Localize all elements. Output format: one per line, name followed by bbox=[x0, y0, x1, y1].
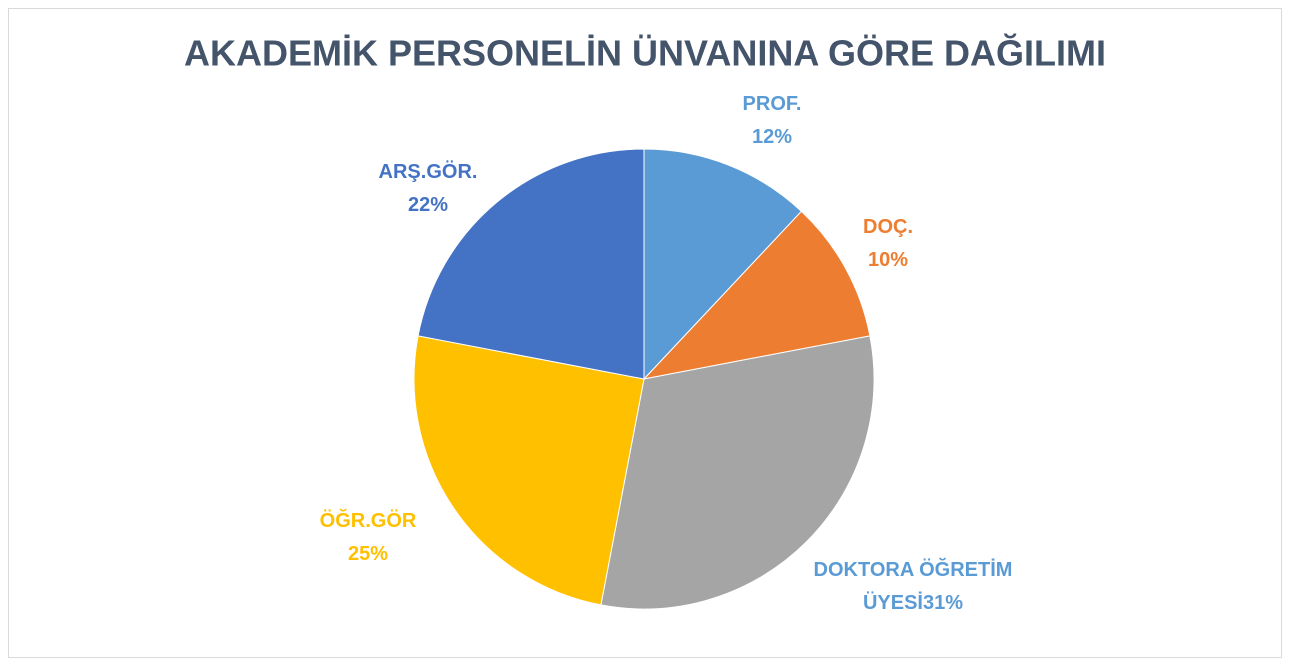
pie-slice bbox=[417, 148, 645, 380]
data-label: ÖĞR.GÖR 25% bbox=[268, 505, 468, 571]
value-label: 31% bbox=[923, 592, 964, 614]
value-label: 25% bbox=[347, 543, 389, 565]
value-label: 22% bbox=[407, 194, 449, 216]
category-label: ÖĞR.GÖR bbox=[319, 510, 417, 532]
category-label: PROF. bbox=[742, 93, 802, 115]
category-label: DOÇ. bbox=[863, 216, 913, 238]
value-label: 10% bbox=[867, 249, 909, 271]
pie-slice bbox=[642, 210, 871, 380]
chart-title: AKADEMİK PERSONELİN ÜNVANINA GÖRE DAĞILI… bbox=[184, 33, 1106, 74]
pie-slice bbox=[643, 148, 803, 381]
category-label: DOKTORA ÖĞRETİM ÜYESİ bbox=[813, 559, 1013, 614]
data-label: DOÇ. 10% bbox=[788, 211, 988, 277]
data-label: PROF. 12% bbox=[672, 88, 872, 154]
pie-slice bbox=[600, 335, 875, 610]
value-label: 12% bbox=[751, 126, 793, 148]
category-label: ARŞ.GÖR. bbox=[378, 161, 478, 183]
pie-slice bbox=[413, 335, 645, 606]
data-label: ARŞ.GÖR. 22% bbox=[328, 156, 528, 222]
data-label: DOKTORA ÖĞRETİM ÜYESİ31% bbox=[803, 554, 1023, 620]
